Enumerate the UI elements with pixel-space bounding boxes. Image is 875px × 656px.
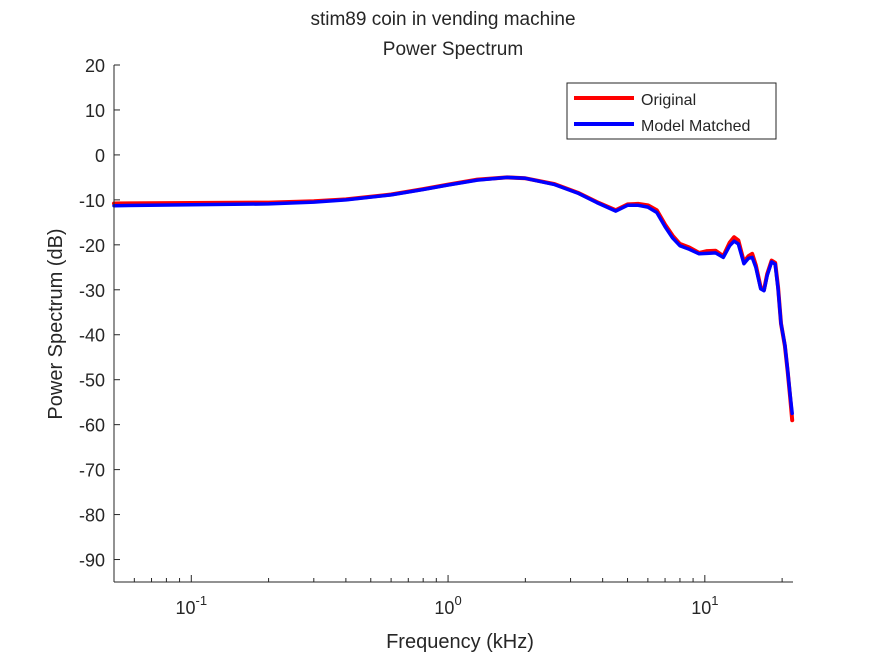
y-tick-label: -10 [79,191,105,211]
y-tick-label: 0 [95,146,105,166]
y-tick-label: -50 [79,371,105,391]
x-ticks: 10-1 100 101 [113,575,783,618]
chart-title-line2: Power Spectrum [383,39,523,60]
x-tick-label: 101 [691,593,718,618]
y-tick-label: 10 [85,101,105,121]
y-tick-label: -80 [79,506,105,526]
y-tick-label: -20 [79,236,105,256]
legend: Original Model Matched [566,82,777,140]
y-tick-label: -30 [79,281,105,301]
y-tick-label: 20 [85,56,105,76]
x-tick-label: 10-1 [175,593,207,618]
x-axis-label: Frequency (kHz) [386,631,534,653]
y-ticks: 20 10 0 -10 -20 -30 -40 -50 -60 -70 -80 -90 [79,56,120,571]
chart-title-line1: stim89 coin in vending machine [310,9,575,30]
y-tick-label: -40 [79,326,105,346]
series-layer [112,175,795,423]
legend-label-original: Original [641,92,696,109]
legend-box [566,82,777,140]
legend-label-model-matched: Model Matched [641,118,750,135]
y-tick-label: -70 [79,461,105,481]
series-line-model-matched [112,175,794,416]
y-axis-label: Power Spectrum (dB) [45,228,67,419]
y-tick-label: -60 [79,416,105,436]
x-tick-label: 100 [434,593,461,618]
y-tick-label: -90 [79,551,105,571]
